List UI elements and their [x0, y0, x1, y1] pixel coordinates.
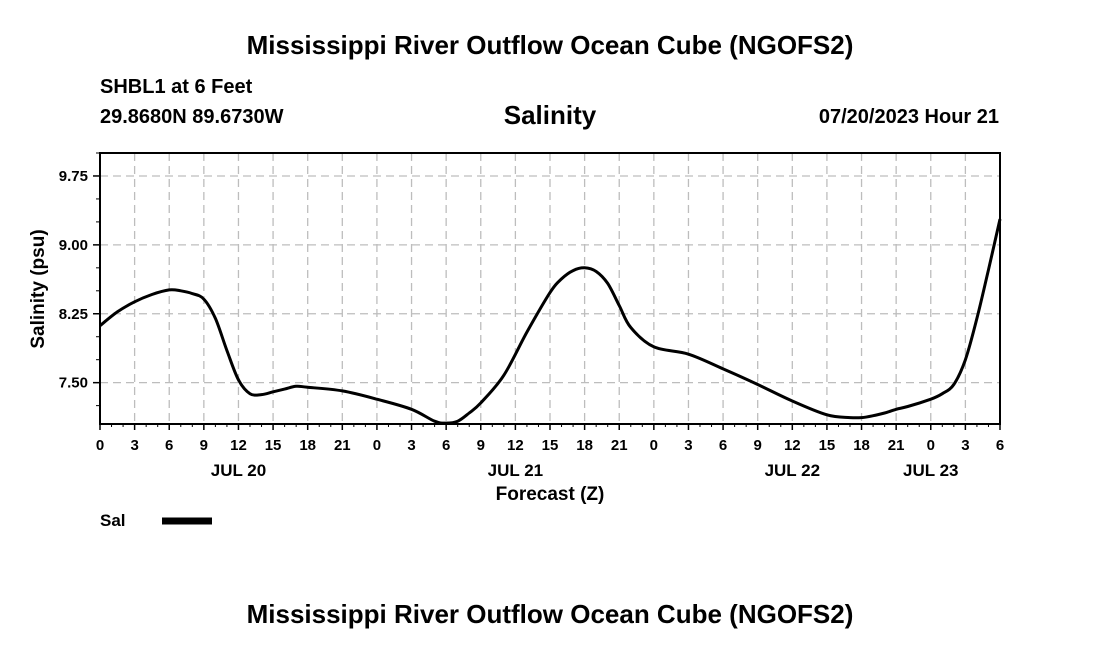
x-tick-label: 0 [927, 437, 935, 454]
x-tick-label: 0 [96, 437, 104, 454]
plot-title: Salinity [503, 100, 597, 130]
axis-labels: 0 3 6 9 12 15 18 21 0 3 6 9 12 15 18 21 0 3 6 9 12 15 18 21 0 3 6 7… [59, 168, 1004, 480]
x-tick-label: 3 [684, 437, 692, 454]
x-tick-label: 12 [230, 437, 247, 454]
x-tick-label: 18 [576, 437, 593, 454]
x-tick-label: 0 [650, 437, 658, 454]
x-tick-label: 21 [334, 437, 351, 454]
x-tick-label: 9 [477, 437, 485, 454]
y-tick-label: 7.50 [59, 375, 88, 392]
series-layer [99, 218, 1002, 425]
x-tick-label: 21 [888, 437, 905, 454]
series-line-sal [99, 218, 1002, 425]
x-tick-label: 3 [130, 437, 138, 454]
y-axis-title: Salinity (psu) [28, 229, 49, 348]
coordinates-label: 29.8680N 89.6730W [100, 106, 284, 128]
y-tick-label: 8.25 [59, 306, 88, 323]
x-tick-label: 3 [961, 437, 969, 454]
plot-frame [99, 152, 1001, 425]
axis-ticks [93, 152, 1001, 430]
x-tick-label: 9 [754, 437, 762, 454]
x-axis-title: Forecast (Z) [496, 484, 605, 505]
x-tick-label: 18 [853, 437, 870, 454]
legend: Sal [100, 511, 212, 530]
datetime-label: 07/20/2023 Hour 21 [818, 106, 999, 128]
x-tick-label: 6 [442, 437, 450, 454]
y-tick-label: 9.75 [59, 168, 88, 185]
date-label: JUL 22 [765, 461, 820, 480]
x-tick-label: 15 [542, 437, 559, 454]
x-tick-label: 6 [165, 437, 173, 454]
x-tick-label: 6 [719, 437, 727, 454]
station-label: SHBL1 at 6 Feet [100, 76, 253, 98]
x-tick-label: 15 [265, 437, 282, 454]
x-tick-label: 21 [611, 437, 628, 454]
x-tick-label: 9 [200, 437, 208, 454]
x-tick-label: 6 [996, 437, 1004, 454]
x-tick-label: 12 [784, 437, 801, 454]
x-tick-label: 15 [819, 437, 836, 454]
y-tick-label: 9.00 [59, 237, 88, 254]
date-label: JUL 23 [903, 461, 958, 480]
page-title: Mississippi River Outflow Ocean Cube (NG… [246, 30, 854, 60]
x-tick-label: 18 [299, 437, 316, 454]
x-tick-label: 3 [407, 437, 415, 454]
grid [100, 153, 1000, 424]
date-label: JUL 21 [488, 461, 543, 480]
footer-title: Mississippi River Outflow Ocean Cube (NG… [246, 599, 854, 629]
x-tick-label: 12 [507, 437, 524, 454]
x-tick-label: 0 [373, 437, 381, 454]
legend-label: Sal [100, 511, 126, 530]
date-label: JUL 20 [211, 461, 266, 480]
